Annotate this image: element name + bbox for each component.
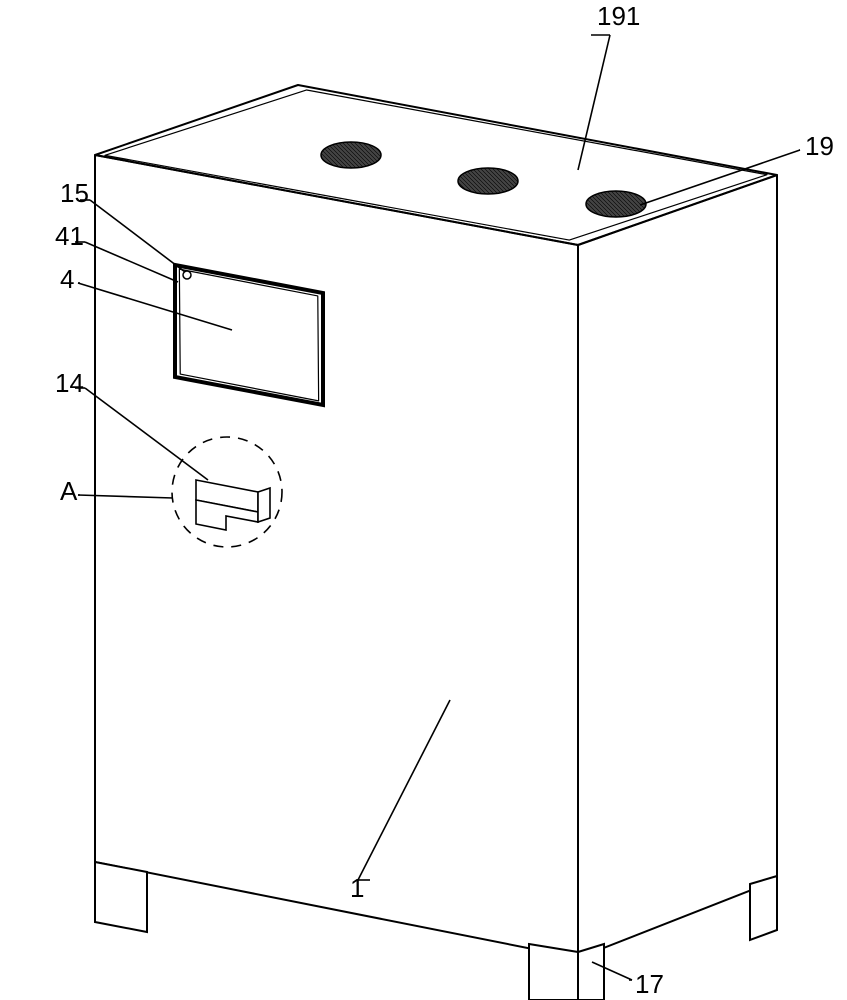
cabinet-side [578,175,777,958]
handle-side [258,488,270,522]
callout-label: 191 [597,1,640,31]
callout-label: 17 [635,969,664,999]
leader-line [85,388,208,480]
top-hole [586,191,646,217]
leader-line [578,35,610,170]
cabinet-leg [578,944,604,1000]
callout-label: 1 [350,873,364,903]
cabinet-leg [529,944,578,1000]
cabinet-front [95,155,578,958]
callout-label: 41 [55,221,84,251]
leader-line [78,283,232,330]
top-hole [458,168,518,194]
leader-line [90,200,185,272]
callout-label: 15 [60,178,89,208]
technical-drawing: 191 19 15 41 4 14 A 1 17 [0,0,847,1000]
cabinet-leg [750,876,777,940]
callout-label: 4 [60,264,74,294]
cabinet-leg [95,862,147,932]
callout-label: 14 [55,368,84,398]
callout-label: 19 [805,131,834,161]
callout-label: A [60,476,78,506]
leader-line [78,495,173,498]
leader-line [85,242,178,282]
front-panel [175,265,323,405]
leader-line [358,700,450,880]
cabinet-top [95,85,777,245]
top-hole [321,142,381,168]
